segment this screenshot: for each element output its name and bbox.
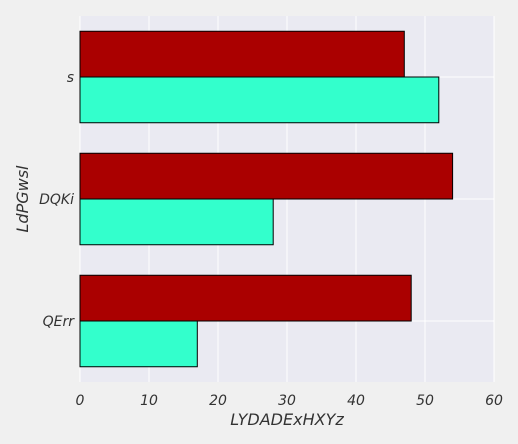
bar-s-series-1 <box>79 30 405 78</box>
x-tick-label: 50 <box>416 393 434 409</box>
y-category-label: QErr <box>43 314 76 330</box>
y-category-label: DQKi <box>39 192 74 208</box>
bar-QErr-series-1 <box>79 274 412 322</box>
x-tick-label: 10 <box>140 393 158 409</box>
x-tick-label: 0 <box>76 393 85 409</box>
x-tick-label: 30 <box>278 393 296 409</box>
y-axis-label: LdPGwsl <box>13 165 32 233</box>
x-tick-label: 20 <box>209 393 227 409</box>
y-category-label: s <box>67 70 74 86</box>
bar-QErr-series-2 <box>79 320 198 368</box>
y-category-labels: s DQKi QErr <box>39 70 75 330</box>
x-tick-label: 40 <box>347 393 365 409</box>
x-axis-label: LYDADExHXYz <box>230 410 344 429</box>
bars <box>79 30 454 368</box>
x-tick-label: 60 <box>485 393 503 409</box>
bar-DQKi-series-1 <box>79 152 454 200</box>
bar-s-series-2 <box>79 76 440 124</box>
x-tick-labels: 0 10 20 30 40 50 60 <box>76 393 503 409</box>
bar-DQKi-series-2 <box>79 198 274 246</box>
